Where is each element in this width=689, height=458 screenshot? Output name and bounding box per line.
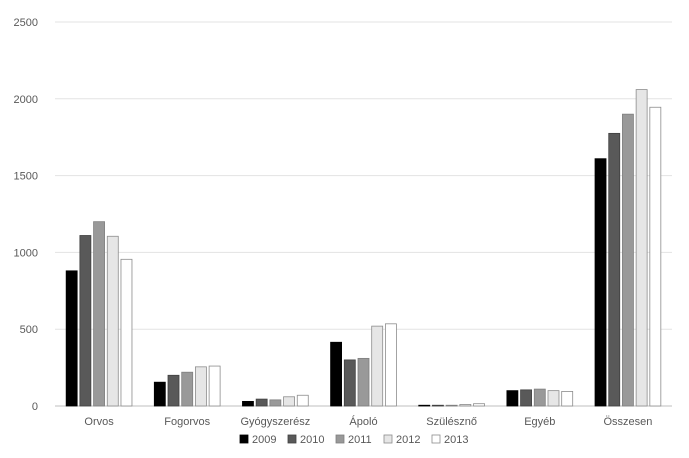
bar-2012: [547, 390, 560, 407]
x-category-label: Ápoló: [349, 415, 377, 428]
bar-2013: [208, 365, 221, 407]
bar-2009: [506, 390, 519, 407]
bar-2012: [459, 404, 472, 407]
legend-swatch-2010: [287, 434, 297, 444]
x-category-label: Egyéb: [524, 416, 555, 428]
bar-2011: [93, 221, 105, 407]
x-axis-category-labels: Orvos Fogorvos Gyógyszerész Ápoló Szülésznő E…: [84, 415, 652, 428]
legend-label: 2013: [444, 434, 468, 446]
legend-label: 2010: [300, 434, 324, 446]
bar-2011: [181, 371, 194, 407]
bar-2012: [106, 235, 119, 407]
bar-2011: [533, 388, 546, 407]
bar-2010: [520, 389, 532, 407]
bar-2009: [594, 158, 607, 407]
bar-2013: [473, 403, 485, 407]
x-category-label: Összesen: [603, 416, 652, 428]
legend-label: 2009: [252, 434, 276, 446]
bar-2010: [79, 235, 92, 407]
legend-label: 2011: [348, 434, 372, 446]
x-category-label: Orvos: [84, 416, 114, 428]
legend-swatch-2009: [239, 434, 249, 444]
legend-swatch-2011: [335, 434, 345, 444]
y-tick-label: 0: [32, 401, 38, 413]
x-category-label: Szülésznő: [426, 416, 477, 428]
y-tick-label: 500: [20, 324, 38, 336]
legend-label: 2012: [396, 434, 420, 446]
bar-2011: [445, 404, 458, 407]
bar-2012: [635, 89, 648, 407]
x-category-label: Gyógyszerész: [241, 416, 311, 428]
bar-2012: [195, 366, 207, 407]
bar-2013: [120, 258, 133, 407]
y-tick-label: 1500: [14, 171, 38, 183]
bar-2013: [384, 323, 397, 407]
gridlines: [55, 21, 672, 407]
y-tick-label: 1000: [14, 247, 38, 259]
bar-2013: [649, 106, 662, 407]
bar-2009: [242, 400, 254, 407]
y-axis-tick-labels: 0 500 1000 1500 2000 2500: [14, 17, 38, 413]
legend-swatch-2012: [383, 434, 393, 444]
legend: 2009 2010 2011 2012 2013: [239, 434, 468, 446]
bars: [65, 89, 662, 407]
bar-2013: [296, 394, 309, 407]
bar-2009: [153, 381, 166, 407]
bar-2011: [269, 399, 282, 407]
bar-2010: [608, 132, 621, 407]
bar-2010: [432, 404, 444, 407]
bar-2012: [283, 396, 295, 407]
bar-2010: [343, 359, 356, 407]
bar-2013: [561, 391, 574, 407]
bar-2010: [167, 374, 180, 407]
bar-2012: [371, 325, 384, 407]
bar-2011: [622, 113, 634, 407]
bar-2009: [65, 270, 78, 407]
bar-2009: [330, 341, 343, 407]
x-category-label: Fogorvos: [164, 416, 210, 428]
y-tick-label: 2000: [14, 94, 38, 106]
bar-2009: [418, 404, 431, 407]
bar-2011: [357, 357, 370, 407]
bar-2010: [255, 398, 268, 407]
legend-swatch-2013: [431, 434, 441, 444]
y-tick-label: 2500: [14, 17, 38, 29]
